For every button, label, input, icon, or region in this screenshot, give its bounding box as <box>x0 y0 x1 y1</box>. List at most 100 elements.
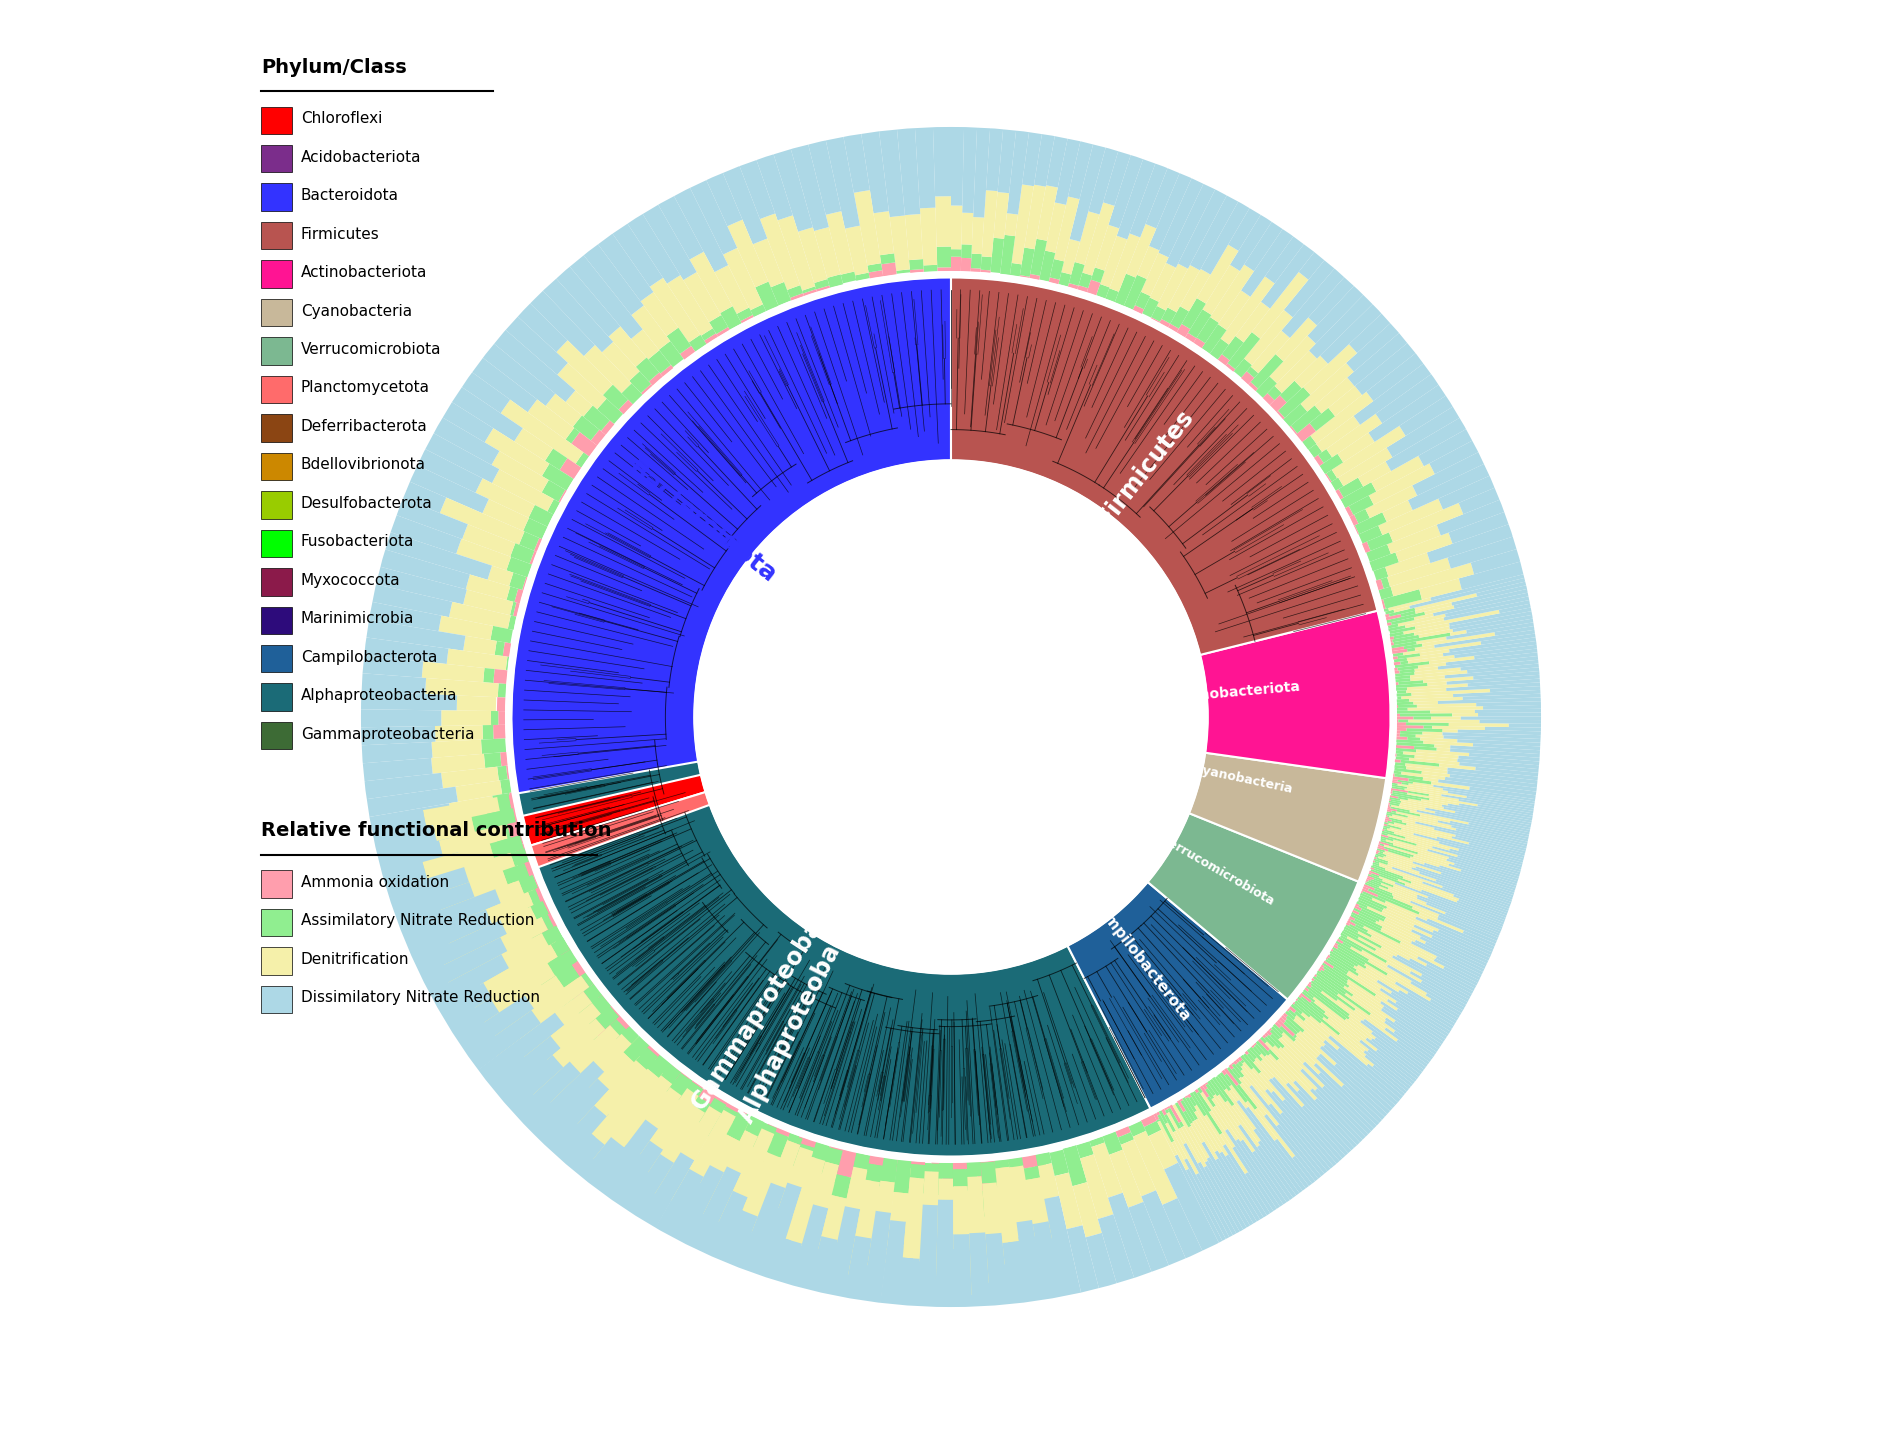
Wedge shape <box>943 1163 955 1182</box>
Wedge shape <box>514 589 523 604</box>
Wedge shape <box>1103 1131 1122 1154</box>
Wedge shape <box>1385 1021 1436 1058</box>
Wedge shape <box>1322 962 1349 981</box>
Wedge shape <box>1347 979 1381 1004</box>
Wedge shape <box>1261 1060 1305 1107</box>
Wedge shape <box>1383 908 1434 932</box>
Wedge shape <box>553 1018 605 1067</box>
Wedge shape <box>865 1249 886 1305</box>
Wedge shape <box>483 945 557 997</box>
Wedge shape <box>1442 886 1510 912</box>
Wedge shape <box>1459 899 1508 919</box>
Wedge shape <box>502 820 517 836</box>
Wedge shape <box>1221 336 1244 360</box>
Wedge shape <box>1189 1091 1206 1117</box>
Wedge shape <box>786 1152 818 1219</box>
Wedge shape <box>1379 856 1411 869</box>
Wedge shape <box>1293 1080 1358 1149</box>
Wedge shape <box>601 420 614 435</box>
Wedge shape <box>808 138 841 215</box>
Wedge shape <box>641 384 652 396</box>
Wedge shape <box>1381 911 1415 926</box>
Wedge shape <box>1354 341 1417 394</box>
Wedge shape <box>1320 964 1324 968</box>
Wedge shape <box>456 695 496 711</box>
Wedge shape <box>361 637 449 664</box>
Wedge shape <box>1373 856 1377 859</box>
Wedge shape <box>1385 918 1413 932</box>
Wedge shape <box>378 549 470 589</box>
Wedge shape <box>466 1011 540 1071</box>
Wedge shape <box>1010 1160 1023 1169</box>
Wedge shape <box>1373 860 1375 863</box>
Wedge shape <box>573 968 584 979</box>
Wedge shape <box>1350 946 1411 984</box>
Wedge shape <box>1299 992 1312 1002</box>
Wedge shape <box>1466 618 1535 634</box>
Wedge shape <box>732 1136 774 1207</box>
Wedge shape <box>367 803 453 835</box>
Wedge shape <box>1168 265 1200 313</box>
Wedge shape <box>483 499 529 531</box>
Wedge shape <box>1387 813 1392 816</box>
Wedge shape <box>822 1195 846 1240</box>
Wedge shape <box>1109 1193 1153 1281</box>
Wedge shape <box>510 849 529 866</box>
Wedge shape <box>797 1136 810 1149</box>
Wedge shape <box>1177 1100 1187 1113</box>
Wedge shape <box>1392 792 1430 800</box>
Text: Bacteroidota: Bacteroidota <box>622 456 782 588</box>
Wedge shape <box>1385 816 1388 819</box>
Wedge shape <box>856 1180 881 1239</box>
Bar <box>261 222 291 250</box>
Wedge shape <box>359 741 432 763</box>
Wedge shape <box>555 978 590 1007</box>
Wedge shape <box>1407 793 1478 806</box>
Wedge shape <box>1329 951 1354 968</box>
Wedge shape <box>1038 1163 1059 1199</box>
Wedge shape <box>770 282 791 305</box>
Wedge shape <box>789 1205 829 1292</box>
Wedge shape <box>1301 997 1329 1020</box>
Wedge shape <box>1387 835 1432 847</box>
Wedge shape <box>422 661 485 683</box>
Wedge shape <box>548 912 557 926</box>
Wedge shape <box>1438 929 1493 956</box>
Wedge shape <box>1366 879 1369 882</box>
Wedge shape <box>1293 1011 1307 1021</box>
Wedge shape <box>1373 566 1388 581</box>
Wedge shape <box>1096 284 1109 298</box>
Wedge shape <box>573 416 599 440</box>
Wedge shape <box>1286 1015 1305 1032</box>
Wedge shape <box>1415 822 1529 849</box>
Wedge shape <box>801 1137 816 1149</box>
Wedge shape <box>1349 495 1373 515</box>
Wedge shape <box>529 865 534 876</box>
Wedge shape <box>1274 1021 1282 1028</box>
Wedge shape <box>938 1179 953 1200</box>
Wedge shape <box>441 911 544 969</box>
Wedge shape <box>1269 1103 1329 1176</box>
Wedge shape <box>649 373 664 386</box>
Wedge shape <box>1050 1150 1069 1176</box>
Wedge shape <box>1457 855 1522 875</box>
Wedge shape <box>1255 1044 1267 1057</box>
Wedge shape <box>837 1273 854 1301</box>
Wedge shape <box>1358 912 1377 923</box>
Wedge shape <box>1428 799 1459 806</box>
Wedge shape <box>825 135 860 228</box>
Wedge shape <box>1371 1031 1426 1073</box>
Wedge shape <box>546 1120 584 1160</box>
Wedge shape <box>736 1232 763 1273</box>
Wedge shape <box>970 1295 985 1309</box>
Wedge shape <box>1396 728 1407 731</box>
Wedge shape <box>622 1018 630 1028</box>
Bar <box>261 568 291 595</box>
Wedge shape <box>1394 770 1402 774</box>
Wedge shape <box>1118 1131 1134 1144</box>
Wedge shape <box>1438 842 1525 866</box>
Wedge shape <box>1383 823 1387 826</box>
Wedge shape <box>767 1131 789 1157</box>
Wedge shape <box>1421 737 1457 743</box>
Wedge shape <box>862 1210 892 1305</box>
